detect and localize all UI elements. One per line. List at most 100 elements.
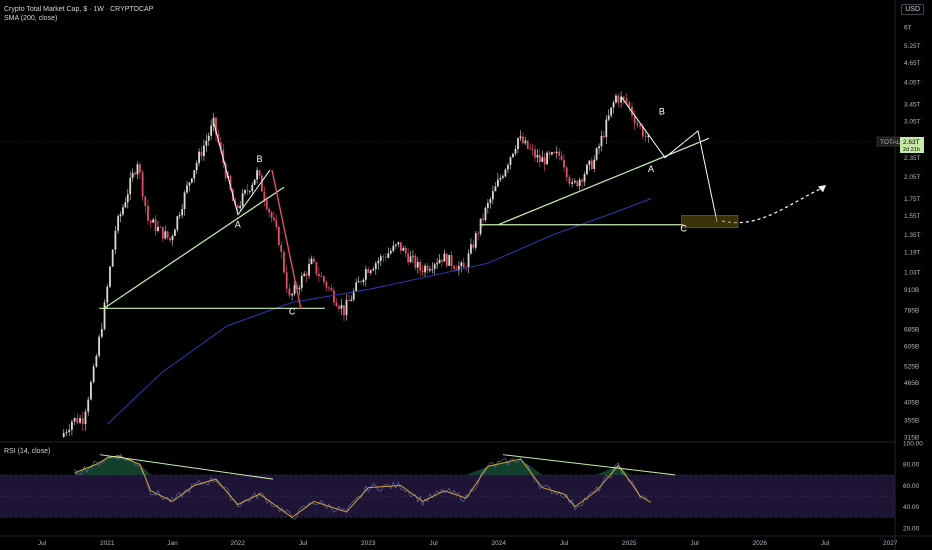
candle bbox=[607, 109, 610, 121]
candle-body bbox=[595, 148, 598, 160]
candle-body bbox=[377, 260, 380, 264]
price-tick-label: 3.45T bbox=[904, 102, 921, 109]
candle-body bbox=[190, 178, 193, 183]
projection-path[interactable] bbox=[721, 186, 825, 224]
candle bbox=[499, 174, 502, 183]
candle bbox=[372, 266, 375, 272]
time-tick-label: 2021 bbox=[100, 540, 115, 547]
candle-body bbox=[605, 119, 608, 138]
candle-body bbox=[551, 152, 553, 155]
currency-button[interactable]: USD bbox=[901, 4, 924, 15]
candle-body bbox=[598, 146, 600, 149]
sma-indicator-label[interactable]: SMA (200, close) bbox=[4, 15, 58, 22]
candle bbox=[317, 267, 320, 282]
candle bbox=[303, 271, 306, 277]
candle bbox=[338, 304, 340, 312]
candle bbox=[647, 135, 650, 143]
price-tick-label: 1.19T bbox=[904, 250, 921, 257]
candle-body bbox=[546, 152, 548, 165]
trendline[interactable] bbox=[497, 137, 710, 226]
candle-body bbox=[95, 355, 98, 367]
rsi-divergence-line[interactable] bbox=[99, 454, 274, 480]
candle-body bbox=[620, 96, 622, 103]
candle-body bbox=[312, 258, 315, 262]
candle bbox=[149, 219, 152, 229]
candle-body bbox=[268, 208, 271, 213]
rsi-overbought-fill bbox=[487, 458, 521, 475]
candle bbox=[174, 228, 176, 236]
candle bbox=[157, 220, 159, 233]
candle bbox=[412, 250, 414, 263]
candle bbox=[273, 211, 275, 223]
candle bbox=[117, 214, 120, 234]
candle-body bbox=[100, 329, 103, 337]
candle bbox=[426, 262, 429, 274]
wave-path[interactable] bbox=[213, 123, 271, 216]
candle-body bbox=[330, 288, 333, 291]
candle-body bbox=[486, 202, 489, 208]
candle-body bbox=[90, 382, 92, 400]
wave-path[interactable] bbox=[271, 169, 302, 310]
candle bbox=[602, 130, 605, 140]
candle-body bbox=[236, 205, 239, 209]
candle bbox=[392, 240, 395, 253]
time-tick-label: 2025 bbox=[622, 540, 637, 547]
candle-body bbox=[407, 253, 410, 263]
candle bbox=[90, 380, 92, 401]
candle-body bbox=[195, 163, 198, 171]
candle bbox=[193, 170, 196, 183]
candle bbox=[335, 298, 338, 307]
rsi-tick-label: 60.00 bbox=[903, 483, 920, 490]
candle bbox=[253, 179, 256, 186]
annotation-layer[interactable]: A B C A B C bbox=[99, 96, 826, 480]
candle bbox=[124, 197, 127, 209]
candle-body bbox=[79, 418, 81, 423]
price-tick-label: 4.65T bbox=[904, 60, 921, 67]
candle-body bbox=[164, 231, 167, 239]
candle bbox=[538, 149, 541, 168]
candle-body bbox=[114, 230, 117, 250]
candle-body bbox=[215, 117, 217, 135]
candle bbox=[188, 181, 191, 192]
candle-body bbox=[315, 261, 318, 274]
candle bbox=[76, 413, 79, 424]
candle-body bbox=[364, 269, 367, 280]
candle-body bbox=[265, 200, 268, 209]
rsi-divergence-line[interactable] bbox=[502, 454, 676, 476]
wave-label: A bbox=[648, 164, 654, 174]
price-tick-label: 2.35T bbox=[904, 155, 921, 162]
candle bbox=[474, 231, 477, 251]
candle bbox=[256, 167, 258, 184]
time-tick-label: Jul bbox=[690, 540, 699, 547]
candle bbox=[122, 204, 124, 217]
candle bbox=[470, 238, 472, 255]
candle-body bbox=[548, 152, 551, 155]
candle-body bbox=[352, 290, 355, 300]
candle bbox=[164, 225, 167, 240]
candle-body bbox=[350, 299, 353, 301]
candle-body bbox=[176, 216, 179, 230]
candle bbox=[558, 148, 561, 161]
trendline[interactable] bbox=[103, 186, 285, 309]
candle bbox=[138, 162, 141, 180]
candle bbox=[258, 169, 261, 179]
rsi-ma-line bbox=[74, 455, 652, 518]
wave-path[interactable] bbox=[620, 96, 718, 223]
candle-body bbox=[421, 270, 424, 273]
price-tick-label: 785B bbox=[904, 307, 919, 314]
time-tick-label: 2024 bbox=[492, 540, 507, 547]
candle-body bbox=[212, 117, 215, 126]
target-zone-box[interactable] bbox=[681, 215, 739, 229]
candle bbox=[65, 428, 68, 437]
rsi-indicator-label[interactable]: RSI (14, close) bbox=[4, 448, 51, 455]
candle bbox=[457, 261, 460, 276]
candle bbox=[285, 266, 288, 293]
candle bbox=[300, 272, 303, 292]
candle-body bbox=[494, 186, 497, 192]
candle bbox=[529, 144, 532, 151]
candle-body bbox=[509, 157, 512, 165]
candle-body bbox=[81, 418, 84, 425]
candle-body bbox=[246, 190, 249, 192]
time-tick-label: Jul bbox=[38, 540, 47, 547]
